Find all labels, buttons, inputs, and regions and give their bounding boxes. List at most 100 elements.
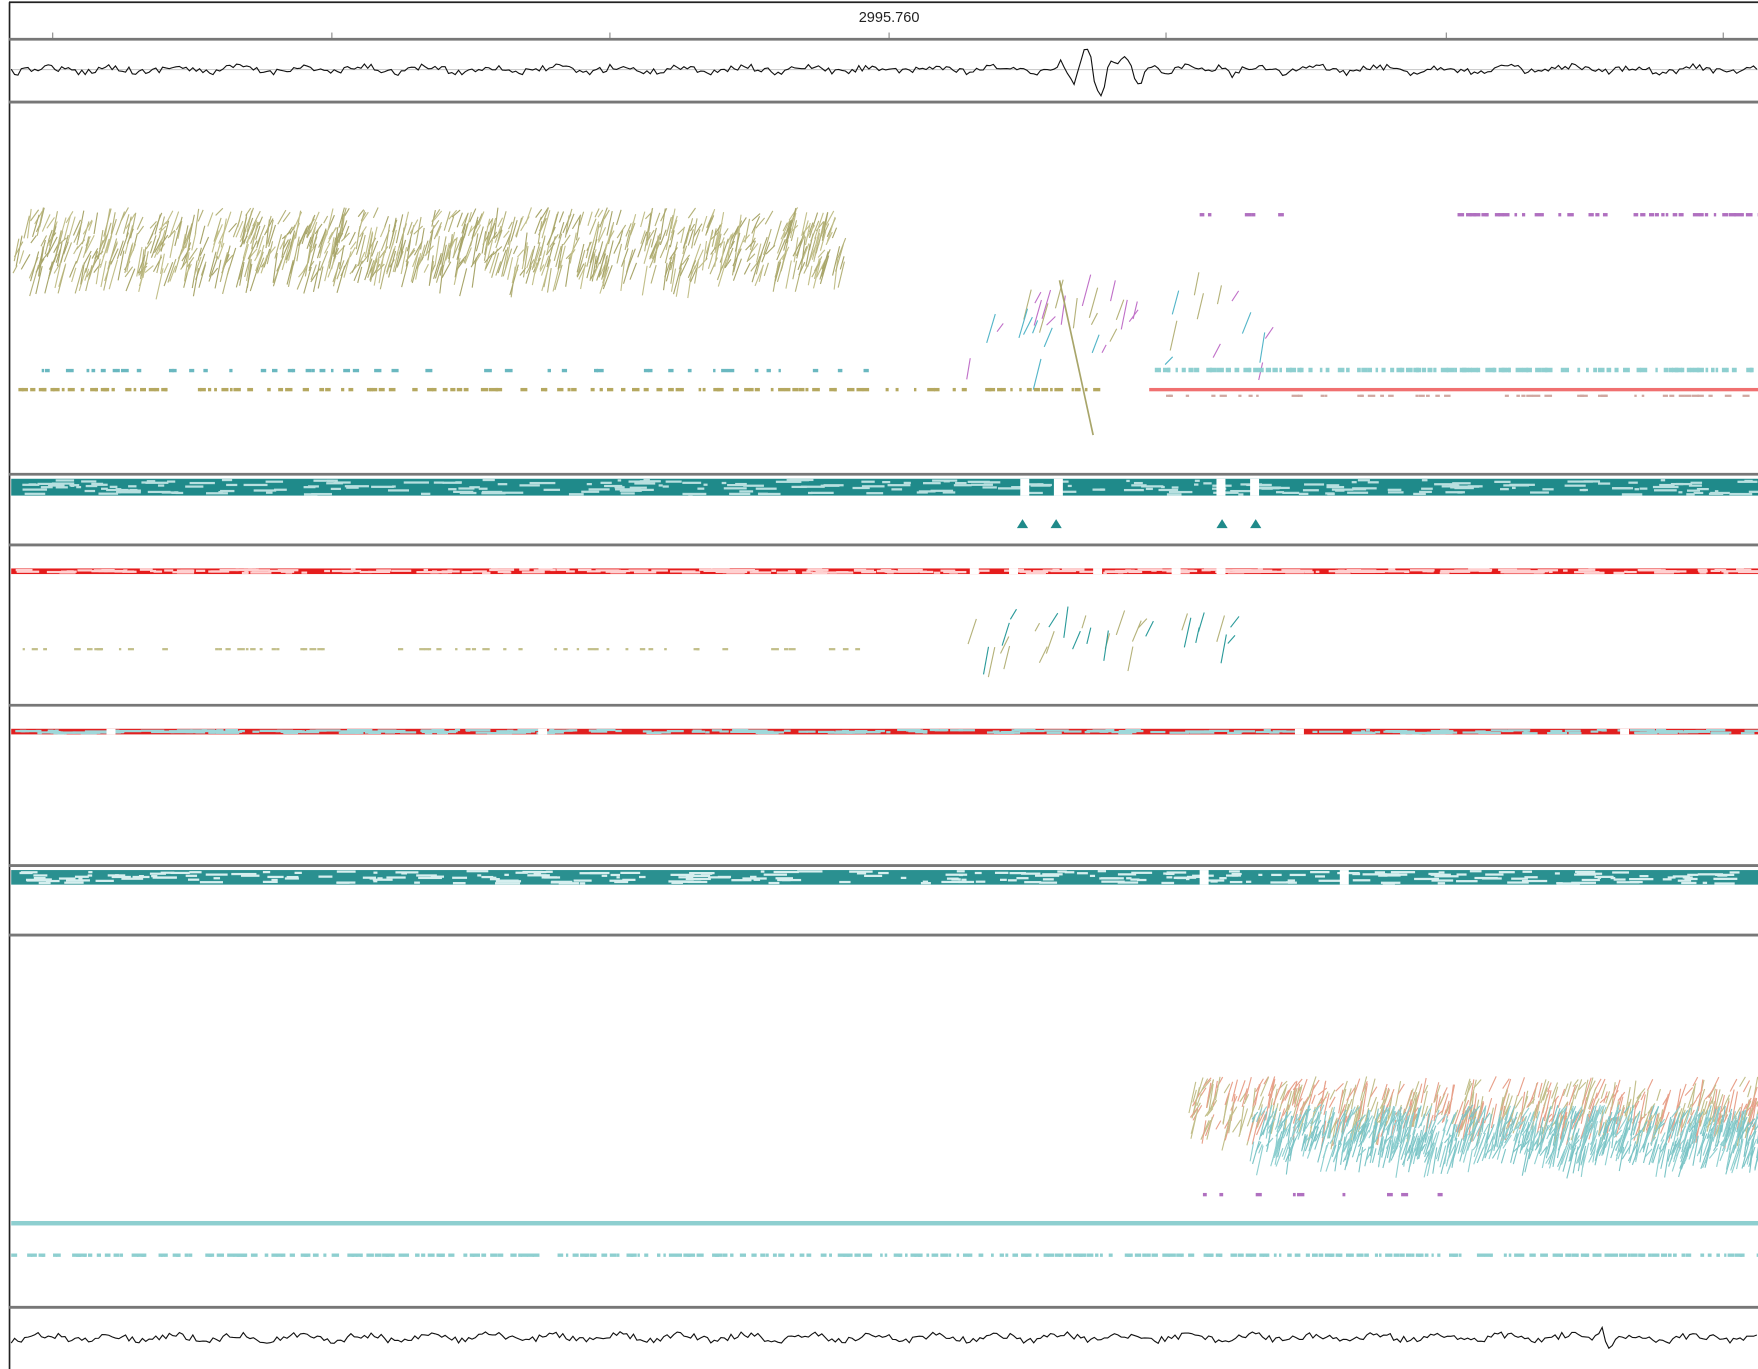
read-scribble [1412,1137,1420,1165]
read-scribble [447,216,455,233]
read-scribble [1483,1131,1489,1149]
feature-dot [431,387,437,392]
band-speck [185,485,204,488]
feature-dot [208,1253,215,1257]
feature-dot [482,648,490,651]
feature-dot [229,368,233,373]
read-scribble [1543,1090,1552,1122]
read-scribble [319,230,328,259]
read-scribble [819,231,827,251]
feature-dot [772,1253,777,1257]
read-scribble [54,262,62,289]
band-speck [48,484,65,487]
read-scribble [1287,1115,1293,1145]
read-scribble [174,249,183,273]
read-scribble [256,237,261,248]
read-scribble [106,218,117,249]
band-speck [285,571,293,574]
band-speck [206,492,228,495]
feature-dot [488,387,492,392]
read-scribble [1370,1096,1378,1112]
feature-dot [250,1253,258,1257]
band-speck [1511,877,1528,880]
feature-dot [1619,1253,1627,1257]
feature-dot [1669,394,1675,397]
feature-dot [790,1253,795,1257]
read-scribble [263,248,271,268]
read-scribble [333,227,339,257]
band-speck [1452,482,1471,485]
band-speck [213,877,221,880]
band-speck [392,485,396,488]
read-scribble [539,250,546,270]
read-scribble [504,240,511,269]
band-speck [752,569,759,573]
band-speck [586,482,592,486]
read-scribble [219,254,228,283]
band-speck [1564,484,1586,487]
band-speck [85,484,98,488]
read-scribble [533,246,541,268]
band-speck [84,489,96,493]
feature-dot [1405,367,1413,373]
band-speck [364,731,369,734]
feature-dot [1681,1253,1686,1257]
read-scribble [1688,1112,1697,1131]
feature-dot [632,387,640,392]
read-scribble [1351,1084,1357,1110]
band-speck [346,486,359,489]
band-speck [1414,877,1439,881]
feature-dot [1577,367,1581,373]
band-speck [1171,486,1179,489]
feature-dot [1041,387,1049,392]
feature-dot [1416,367,1422,373]
read-scribble [1493,1110,1502,1140]
feature-dot [427,1253,435,1257]
band-speck [1228,870,1240,873]
feature-dot [805,387,809,392]
feature-dot [1251,213,1256,217]
band-speck [1295,569,1313,572]
feature-dot [1418,394,1425,397]
read-scribble [1697,1079,1704,1111]
read-scribble [1716,1141,1723,1168]
band-speck [1128,570,1143,574]
read-scribble [786,220,792,232]
read-scribble [1420,1077,1427,1104]
feature-dot [1614,367,1619,373]
band-speck [1347,491,1369,494]
band-speck [1439,571,1450,574]
read-scribble [1574,1144,1582,1155]
feature-dot [1484,1253,1492,1257]
feature-dot [865,1253,873,1257]
read-scribble [1514,1096,1524,1109]
read-scribble [454,251,461,278]
band-speck [185,874,198,877]
feature-dot [162,648,168,651]
band-speck [558,882,579,885]
read-scribble [355,232,364,255]
feature-dot [1592,1253,1598,1257]
read-scribble [669,230,675,248]
feature-dot [1435,394,1440,397]
read-scribble [1595,1078,1606,1099]
feature-dot [1019,387,1022,392]
read-scribble [250,224,256,236]
read-scribble [1237,1080,1246,1102]
read-scribble [252,210,261,227]
band-speck [1133,481,1143,485]
feature-dot [472,1253,481,1257]
feature-dot [933,387,940,392]
band-speck [1629,878,1654,881]
band-speck [151,875,158,878]
band-speck [1639,487,1648,490]
band-speck [448,488,457,491]
feature-dot [948,1253,952,1257]
feature-dot [428,648,432,651]
read-scribble [250,248,258,258]
read-scribble [1386,1116,1396,1131]
read-scribble [1483,1123,1490,1135]
read-scribble [1528,1148,1534,1160]
band-gap [1171,568,1181,575]
feature-dot [1532,394,1541,397]
